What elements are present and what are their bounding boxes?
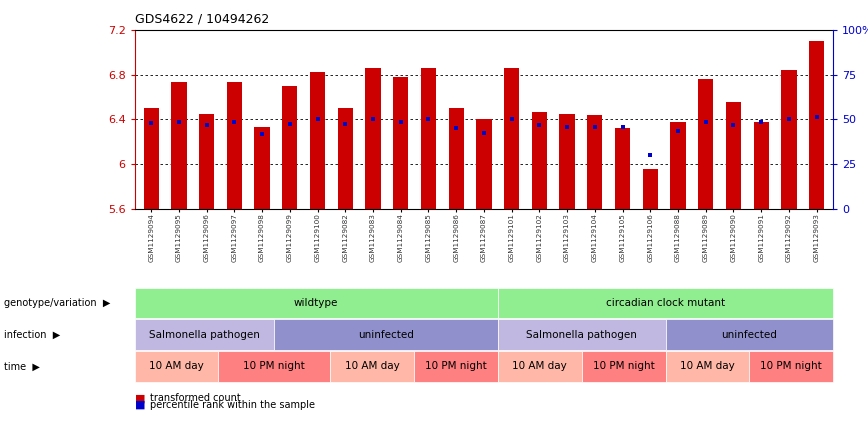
Text: Salmonella pathogen: Salmonella pathogen <box>149 330 260 340</box>
Bar <box>365 68 381 209</box>
Text: 10 AM day: 10 AM day <box>512 361 567 371</box>
Text: circadian clock mutant: circadian clock mutant <box>606 298 725 308</box>
Text: genotype/variation  ▶: genotype/variation ▶ <box>4 298 111 308</box>
Bar <box>449 108 464 209</box>
Bar <box>421 68 436 209</box>
Text: ■: ■ <box>135 400 145 410</box>
Text: 10 PM night: 10 PM night <box>593 361 654 371</box>
Bar <box>504 68 519 209</box>
Text: 10 PM night: 10 PM night <box>760 361 822 371</box>
Bar <box>254 127 270 209</box>
Text: GDS4622 / 10494262: GDS4622 / 10494262 <box>135 12 269 25</box>
Bar <box>642 169 658 209</box>
Bar <box>171 82 187 209</box>
Bar <box>532 112 547 209</box>
Bar <box>310 72 326 209</box>
Bar <box>587 115 602 209</box>
Bar <box>726 102 741 209</box>
Bar <box>143 108 159 209</box>
Bar <box>560 114 575 209</box>
Text: transformed count: transformed count <box>150 393 241 404</box>
Bar <box>282 86 298 209</box>
Text: 10 PM night: 10 PM night <box>243 361 306 371</box>
Bar <box>477 119 491 209</box>
Text: Salmonella pathogen: Salmonella pathogen <box>526 330 637 340</box>
Text: 10 AM day: 10 AM day <box>681 361 735 371</box>
Bar <box>670 122 686 209</box>
Text: infection  ▶: infection ▶ <box>4 330 61 340</box>
Bar <box>227 82 242 209</box>
Bar <box>781 70 797 209</box>
Text: uninfected: uninfected <box>721 330 778 340</box>
Text: 10 PM night: 10 PM night <box>425 361 487 371</box>
Bar <box>393 77 408 209</box>
Bar <box>698 79 713 209</box>
Text: uninfected: uninfected <box>358 330 414 340</box>
Text: wildtype: wildtype <box>294 298 339 308</box>
Text: 10 AM day: 10 AM day <box>149 361 204 371</box>
Bar <box>615 129 630 209</box>
Text: ■: ■ <box>135 393 145 404</box>
Bar <box>809 41 825 209</box>
Text: percentile rank within the sample: percentile rank within the sample <box>150 400 315 410</box>
Text: time  ▶: time ▶ <box>4 361 40 371</box>
Bar <box>753 122 769 209</box>
Text: 10 AM day: 10 AM day <box>345 361 399 371</box>
Bar <box>338 108 353 209</box>
Bar <box>199 114 214 209</box>
